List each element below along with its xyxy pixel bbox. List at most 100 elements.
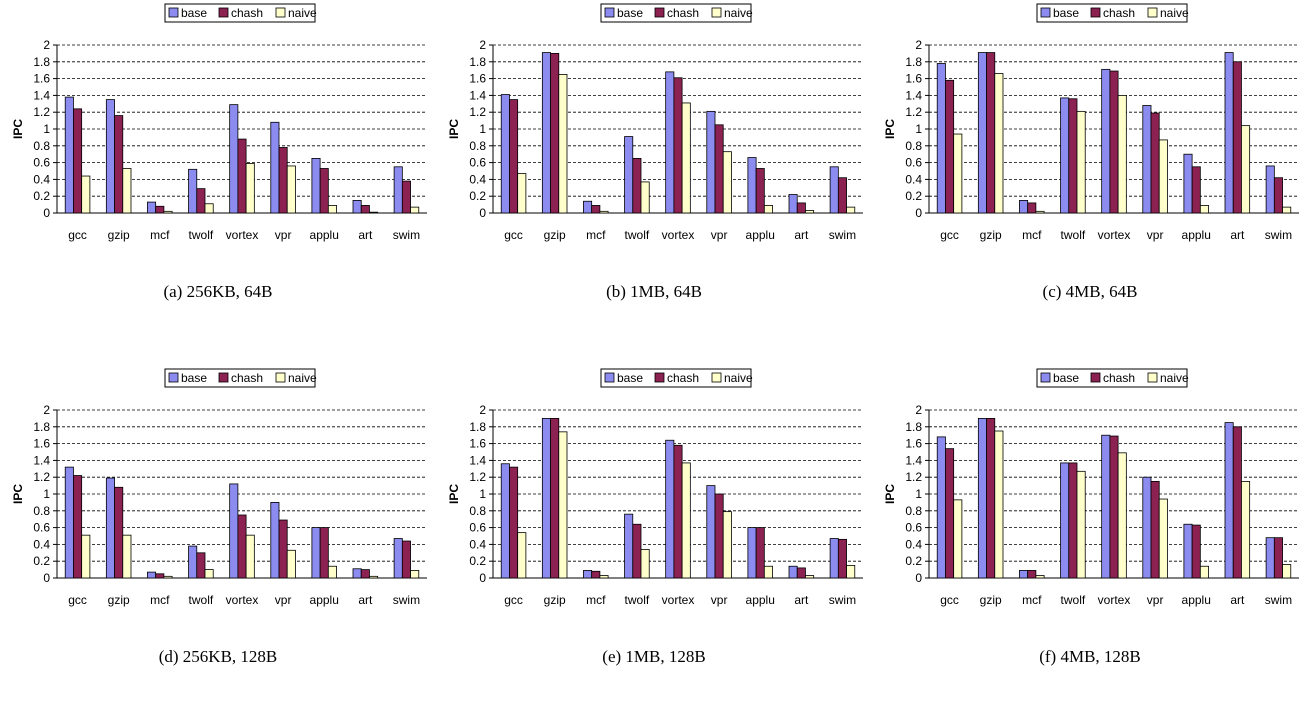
y-tick-label: 1.2 xyxy=(469,105,486,119)
x-tick-label: gzip xyxy=(544,228,566,242)
x-tick-label: swim xyxy=(1265,593,1292,607)
x-tick-label: gcc xyxy=(504,228,523,242)
x-tick-label: vortex xyxy=(1098,228,1131,242)
x-tick-label: art xyxy=(1230,593,1245,607)
legend-label-base: base xyxy=(181,6,207,20)
legend: base chash naive xyxy=(1036,368,1189,388)
bar-naive xyxy=(953,133,963,214)
y-tick-label: 0.6 xyxy=(905,521,922,535)
x-tick-label: gzip xyxy=(108,593,130,607)
bar-naive xyxy=(81,175,91,214)
y-axis-title: IPC xyxy=(11,119,25,139)
bar-naive xyxy=(805,575,815,579)
legend-swatch-chash xyxy=(1090,372,1101,383)
bar-chash xyxy=(714,124,724,214)
x-tick-label: mcf xyxy=(1022,228,1042,242)
legend-label-base: base xyxy=(1053,6,1079,20)
x-tick-label: gcc xyxy=(68,228,87,242)
bar-base xyxy=(1142,476,1152,579)
bar-chash xyxy=(550,53,560,214)
bar-base xyxy=(188,545,198,579)
bar-base xyxy=(270,501,280,579)
bar-naive xyxy=(994,73,1004,214)
bar-naive xyxy=(163,575,173,579)
bar-naive xyxy=(245,534,255,579)
bar-naive xyxy=(286,549,296,579)
bar-naive xyxy=(1199,565,1209,579)
chart-panel: 0 0.2 0.4 0.6 0.8 1 1.2 1.4 1.6 1.8 2 IPC gcc gzip mcf… xyxy=(0,365,436,705)
y-tick-label: 2 xyxy=(43,38,50,52)
bar-chash xyxy=(945,448,955,579)
y-tick-label: 1.4 xyxy=(469,453,486,467)
bar-chash xyxy=(796,567,806,579)
legend-label-base: base xyxy=(617,371,643,385)
legend-swatch-chash xyxy=(654,372,665,383)
bar-base xyxy=(829,538,839,579)
bar-base xyxy=(393,538,403,579)
bar-base xyxy=(1224,52,1234,214)
bar-chash xyxy=(401,540,411,579)
x-tick-label: mcf xyxy=(150,593,170,607)
legend-swatch-base xyxy=(168,7,179,18)
bar-naive xyxy=(204,203,214,214)
bar-chash xyxy=(755,527,765,579)
y-tick-label: 1.6 xyxy=(33,72,50,86)
bar-chash xyxy=(155,205,165,214)
legend-swatch-base xyxy=(604,7,615,18)
y-tick-label: 0 xyxy=(479,571,486,585)
bar-base xyxy=(311,527,321,579)
bar-base xyxy=(352,199,362,214)
legend-label-chash: chash xyxy=(667,6,699,20)
bar-naive xyxy=(245,163,255,214)
x-tick-label: applu xyxy=(1182,228,1211,242)
legend-swatch-naive xyxy=(275,7,286,18)
bar-chash xyxy=(591,570,601,579)
y-tick-label: 0 xyxy=(915,206,922,220)
chart-caption: (c) 4MB, 64B xyxy=(1042,282,1138,301)
bar-base xyxy=(1019,570,1029,579)
bar-base xyxy=(64,96,74,214)
y-tick-label: 1.2 xyxy=(33,105,50,119)
legend-swatch-chash xyxy=(654,7,665,18)
y-axis-title: IPC xyxy=(447,119,461,139)
y-tick-label: 2 xyxy=(915,38,922,52)
bar-chash xyxy=(755,168,765,214)
bar-chash xyxy=(550,418,560,579)
bar-base xyxy=(936,63,946,214)
bar-base xyxy=(583,200,593,214)
x-tick-label: swim xyxy=(393,228,420,242)
bar-chash xyxy=(1150,481,1160,579)
bar-base xyxy=(500,463,510,579)
x-tick-label: gzip xyxy=(980,228,1002,242)
y-tick-label: 0.8 xyxy=(905,139,922,153)
bar-naive xyxy=(681,102,691,214)
x-tick-label: mcf xyxy=(586,593,606,607)
bar-base xyxy=(105,99,115,214)
y-tick-label: 1.6 xyxy=(469,437,486,451)
bar-naive xyxy=(1282,564,1292,579)
y-tick-label: 1.2 xyxy=(905,470,922,484)
bar-base xyxy=(1019,199,1029,214)
bar-chash xyxy=(73,108,83,214)
chart-caption: (e) 1MB, 128B xyxy=(602,647,706,666)
bar-chash xyxy=(319,168,329,214)
x-tick-label: gcc xyxy=(940,228,959,242)
bar-chash xyxy=(945,79,955,214)
bar-naive xyxy=(558,74,568,214)
legend-label-chash: chash xyxy=(231,6,263,20)
bar-chart: 0 0.2 0.4 0.6 0.8 1 1.2 1.4 1.6 1.8 2 IPC gcc gzip mcf… xyxy=(447,368,863,607)
chart-panel: 0 0.2 0.4 0.6 0.8 1 1.2 1.4 1.6 1.8 2 IPC gcc gzip mcf… xyxy=(0,0,436,340)
y-tick-label: 1 xyxy=(479,122,486,136)
legend: base chash naive xyxy=(600,3,753,23)
legend-label-base: base xyxy=(1053,371,1079,385)
legend: base chash naive xyxy=(164,3,317,23)
y-tick-label: 0.8 xyxy=(905,504,922,518)
bar-naive xyxy=(122,534,132,579)
y-tick-label: 0.2 xyxy=(469,554,486,568)
bar-chash xyxy=(673,77,683,214)
bar-naive xyxy=(763,205,773,214)
legend: base chash naive xyxy=(164,368,317,388)
bar-base xyxy=(352,568,362,579)
bar-chash xyxy=(155,573,165,579)
x-tick-label: swim xyxy=(393,593,420,607)
